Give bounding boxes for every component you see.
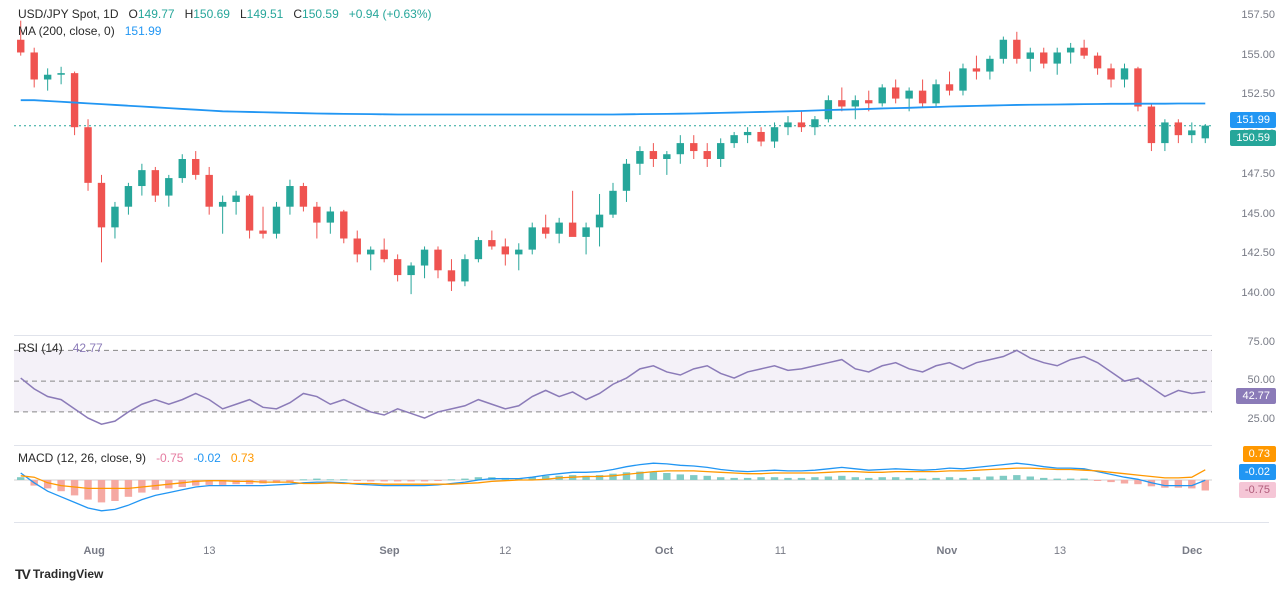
- rsi-label[interactable]: RSI (14): [18, 341, 63, 355]
- rsi-header: RSI (14) 42.77: [18, 341, 103, 355]
- l-value: 149.51: [247, 7, 284, 21]
- rsi-tick: 25.00: [1247, 413, 1275, 425]
- macd-hist-badge: -0.75: [1239, 482, 1276, 498]
- logo-text: TradingView: [33, 567, 103, 581]
- time-tick: 13: [1054, 545, 1066, 557]
- c-value: 150.59: [302, 7, 339, 21]
- price-chart[interactable]: [14, 0, 1226, 318]
- symbol-label[interactable]: USD/JPY Spot, 1D: [18, 7, 119, 21]
- price-tick: 140.00: [1241, 287, 1275, 299]
- macd-signal-value: 0.73: [231, 451, 254, 465]
- macd-label[interactable]: MACD (12, 26, close, 9): [18, 451, 146, 465]
- tv-icon: TV: [15, 566, 29, 582]
- o-label: O: [129, 7, 138, 21]
- price-tick: 155.00: [1241, 49, 1275, 61]
- macd-line-badge: -0.02: [1239, 464, 1276, 480]
- tradingview-logo[interactable]: TV TradingView: [15, 566, 103, 582]
- rsi-tick: 75.00: [1247, 336, 1275, 348]
- price-tick: 142.50: [1241, 247, 1275, 259]
- l-label: L: [240, 7, 247, 21]
- time-tick: 11: [775, 545, 786, 557]
- time-tick: Aug: [83, 545, 104, 557]
- time-tick: Nov: [936, 545, 957, 557]
- o-value: 149.77: [138, 7, 175, 21]
- h-value: 150.69: [193, 7, 230, 21]
- ma-header: MA (200, close, 0) 151.99: [18, 24, 161, 38]
- macd-hist-value: -0.75: [156, 451, 183, 465]
- price-tick: 145.00: [1241, 208, 1275, 220]
- chart-container: USD/JPY Spot, 1D O149.77 H150.69 L149.51…: [0, 0, 1280, 592]
- time-tick: Dec: [1182, 545, 1202, 557]
- price-tick: 152.50: [1241, 88, 1275, 100]
- rsi-tick: 50.00: [1247, 374, 1275, 386]
- c-label: C: [293, 7, 302, 21]
- price-tick: 157.50: [1241, 9, 1275, 21]
- divider: [14, 522, 1269, 523]
- ma-value: 151.99: [125, 24, 162, 38]
- ma-badge: 151.99: [1230, 112, 1276, 128]
- macd-header: MACD (12, 26, close, 9) -0.75 -0.02 0.73: [18, 451, 254, 465]
- h-label: H: [185, 7, 194, 21]
- price-tick: 147.50: [1241, 168, 1275, 180]
- rsi-badge: 42.77: [1236, 388, 1276, 404]
- macd-signal-badge: 0.73: [1243, 446, 1276, 462]
- macd-line-value: -0.02: [193, 451, 220, 465]
- rsi-chart[interactable]: [14, 335, 1226, 435]
- time-tick: Sep: [379, 545, 399, 557]
- rsi-value: 42.77: [73, 341, 103, 355]
- change-value: +0.94 (+0.63%): [349, 7, 432, 21]
- ma-label[interactable]: MA (200, close, 0): [18, 24, 115, 38]
- chart-header: USD/JPY Spot, 1D O149.77 H150.69 L149.51…: [18, 7, 432, 21]
- price-badge: 150.59: [1230, 130, 1276, 146]
- time-tick: 12: [499, 545, 511, 557]
- time-tick: Oct: [655, 545, 673, 557]
- time-tick: 13: [203, 545, 215, 557]
